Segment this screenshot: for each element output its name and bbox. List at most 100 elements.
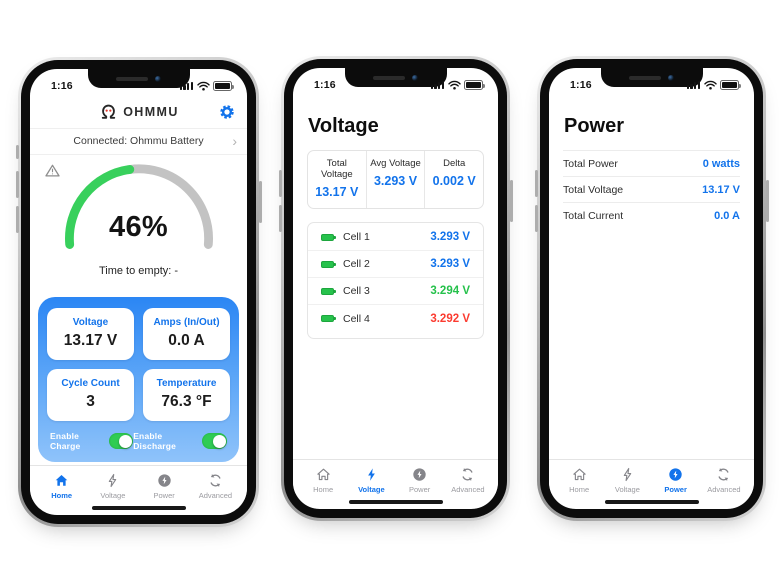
cellular-signal-icon — [179, 82, 193, 90]
stat-label: Temperature — [156, 378, 217, 389]
notch — [344, 68, 447, 87]
tab-home[interactable]: Home — [36, 471, 87, 500]
cell-battery-icon — [321, 233, 336, 241]
stat-label: Cycle Count — [61, 378, 120, 389]
tab-label: Power — [408, 485, 431, 494]
power-row-total-voltage: Total Voltage 13.17 V — [563, 176, 740, 202]
stats-grid: Voltage 13.17 V Amps (In/Out) 0.0 A Cycl… — [47, 308, 230, 421]
power-circle-icon — [157, 474, 171, 487]
gauge-arc-track — [124, 164, 213, 249]
summary-delta: Delta 0.002 V — [425, 151, 483, 208]
tab-advanced[interactable]: Advanced — [700, 465, 748, 494]
stat-temperature: Temperature 76.3 °F — [143, 369, 230, 421]
home-indicator — [604, 500, 699, 504]
cell-row-3: Cell 3 3.294 V — [308, 278, 483, 305]
gauge-arc-value — [64, 165, 134, 249]
chevron-right-icon: › — [232, 132, 237, 149]
battery-icon — [720, 80, 741, 90]
cell-value: 3.292 V — [430, 312, 470, 325]
power-button — [765, 180, 769, 222]
tab-advanced[interactable]: Advanced — [190, 471, 241, 500]
connection-label: Connected: Ohmmu Battery — [73, 135, 204, 147]
volume-up-button — [278, 170, 282, 197]
home-icon — [55, 474, 68, 486]
enable-charge-toggle[interactable]: Enable Charge — [50, 431, 134, 451]
page-title: Power — [564, 115, 625, 137]
summary-label: Avg Voltage — [370, 158, 421, 169]
lightning-bolt-icon — [109, 473, 117, 488]
tab-voltage[interactable]: Voltage — [87, 471, 138, 500]
tab-advanced[interactable]: Advanced — [444, 465, 492, 494]
battery-percent-value: 46% — [109, 211, 168, 243]
connection-status-row[interactable]: Connected: Ohmmu Battery › — [30, 129, 247, 155]
row-label: Total Voltage — [563, 183, 624, 196]
row-label: Total Current — [563, 209, 624, 222]
tab-home[interactable]: Home — [299, 465, 347, 494]
stat-amps: Amps (In/Out) 0.0 A — [143, 308, 230, 360]
warning-triangle-icon — [45, 164, 60, 177]
power-screen: 1:16 Power Total Power 0 watts — [549, 68, 754, 509]
voltage-summary-card: Total Voltage 13.17 V Avg Voltage 3.293 … — [307, 150, 484, 209]
volume-down-button — [278, 205, 282, 232]
tab-bar: Home Voltage Power — [30, 465, 247, 500]
stat-value: 0.0 A — [168, 332, 205, 349]
cell-label: Cell 1 — [343, 231, 370, 243]
battery-icon — [464, 80, 485, 90]
enable-discharge-toggle[interactable]: Enable Discharge — [133, 431, 227, 451]
tab-label: Voltage — [100, 491, 126, 500]
time-to-empty-label: Time to empty: - — [98, 265, 179, 277]
toggle-row: Enable Charge Enable Discharge — [47, 421, 230, 460]
toggle-switch-on — [108, 433, 134, 449]
phone-bezel: 1:16 Power Total Power 0 watts — [540, 59, 763, 518]
tab-voltage[interactable]: Voltage — [603, 465, 651, 494]
front-camera — [155, 75, 161, 82]
cell-row-1: Cell 1 3.293 V — [308, 224, 483, 251]
cellular-signal-icon — [430, 81, 444, 89]
mute-switch — [15, 145, 19, 159]
tab-label: Home — [569, 485, 590, 494]
power-circle-icon — [669, 468, 682, 481]
cell-label: Cell 2 — [343, 258, 370, 270]
tab-voltage[interactable]: Voltage — [347, 465, 395, 494]
lightning-bolt-icon — [623, 467, 632, 482]
summary-avg-voltage: Avg Voltage 3.293 V — [367, 151, 426, 208]
home-screen: 1:16 OHMMU — [30, 69, 247, 515]
home-indicator — [348, 500, 443, 504]
tab-power[interactable]: Power — [396, 465, 444, 494]
status-icons — [179, 81, 234, 91]
cell-battery-icon — [321, 315, 336, 322]
status-time: 1:16 — [570, 79, 592, 91]
tab-power[interactable]: Power — [139, 471, 190, 500]
power-circle-icon — [413, 468, 426, 481]
speaker — [116, 76, 148, 81]
battery-gauge-section: 46% Time to empty: - — [30, 155, 247, 277]
battery-icon — [213, 81, 234, 91]
page-title: Voltage — [308, 115, 379, 137]
tab-home[interactable]: Home — [555, 465, 603, 494]
tab-bar: Home Voltage Power — [293, 459, 498, 494]
tab-power[interactable]: Power — [652, 465, 700, 494]
power-list: Total Power 0 watts Total Voltage 13.17 … — [563, 150, 740, 228]
wifi-icon — [447, 80, 461, 90]
home-icon — [316, 468, 330, 481]
cell-row-4: Cell 4 3.292 V — [308, 305, 483, 332]
cell-label: Cell 4 — [343, 312, 370, 325]
home-icon — [572, 468, 586, 481]
row-label: Total Power — [563, 157, 618, 170]
cell-value: 3.293 V — [430, 258, 470, 270]
stat-value: 3 — [86, 393, 95, 410]
battery-gauge: 46% — [60, 162, 218, 262]
power-row-total-power: Total Power 0 watts — [563, 150, 740, 176]
tab-label: Advanced — [451, 485, 485, 494]
cell-value: 3.294 V — [430, 285, 470, 297]
stat-voltage: Voltage 13.17 V — [47, 308, 134, 360]
stat-label: Voltage — [72, 317, 109, 328]
voltage-screen: 1:16 Voltage Total Voltage 13.17 V — [293, 68, 498, 509]
app-header: OHMMU — [30, 96, 247, 129]
phone-home-mockup: 1:16 OHMMU — [15, 57, 262, 527]
wifi-icon — [703, 80, 717, 90]
speaker — [629, 75, 661, 80]
settings-gear-icon[interactable] — [219, 104, 235, 120]
status-bar: 1:16 — [30, 69, 247, 96]
phone-voltage-mockup: 1:16 Voltage Total Voltage 13.17 V — [278, 56, 513, 521]
